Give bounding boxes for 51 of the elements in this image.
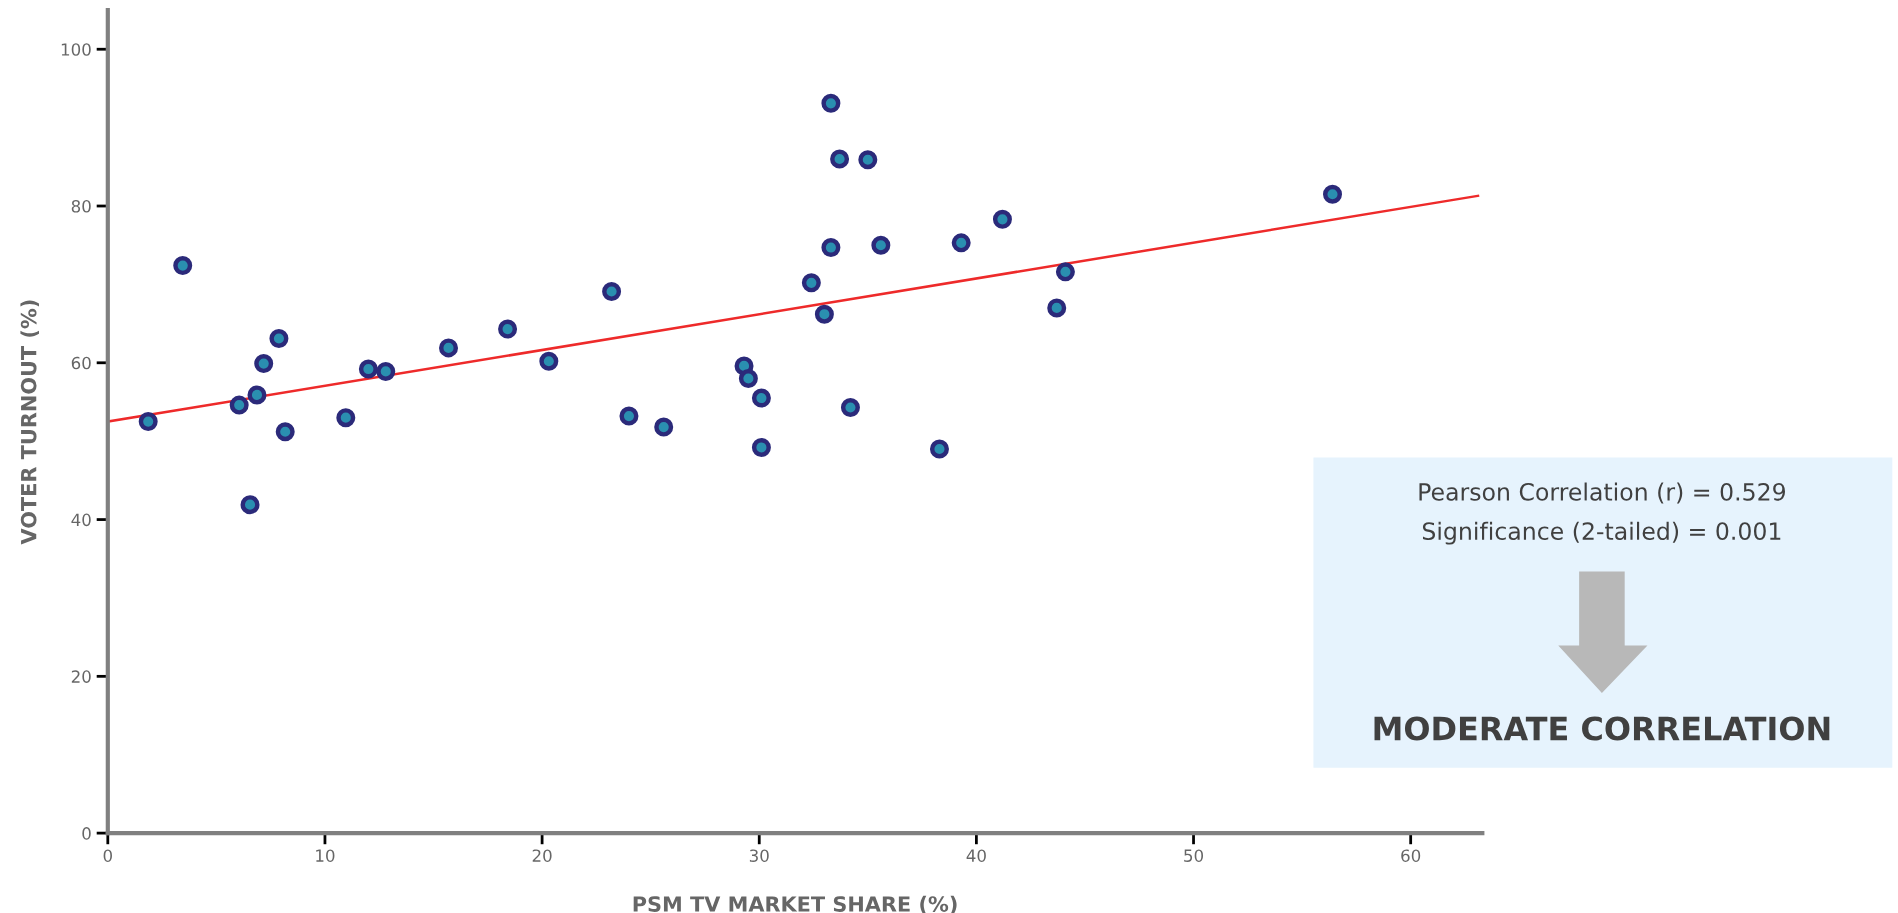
y-tick-label: 20 bbox=[71, 670, 91, 683]
point bbox=[821, 238, 841, 258]
x-tick-label: 0 bbox=[103, 849, 112, 862]
y-tick-label: 60 bbox=[71, 356, 91, 370]
point bbox=[247, 385, 267, 405]
point bbox=[376, 361, 396, 381]
point bbox=[830, 149, 850, 169]
point bbox=[539, 351, 559, 371]
x-tick-label: 30 bbox=[749, 849, 769, 862]
point bbox=[358, 359, 378, 379]
point bbox=[173, 256, 193, 276]
x-tick-label: 40 bbox=[966, 849, 986, 862]
y-tick-label: 40 bbox=[71, 513, 91, 527]
point bbox=[1055, 262, 1075, 282]
y-tick-label: 80 bbox=[71, 199, 91, 213]
y-tick-label: 100 bbox=[61, 43, 91, 56]
x-tick-label: 20 bbox=[532, 849, 552, 862]
annotation: Significance (2-tailed) = 0.001 bbox=[1422, 521, 1781, 545]
point bbox=[336, 408, 356, 428]
point bbox=[751, 437, 771, 457]
point bbox=[840, 397, 860, 417]
point bbox=[1323, 184, 1343, 204]
point bbox=[951, 233, 971, 253]
point bbox=[498, 319, 518, 339]
point bbox=[269, 328, 289, 348]
point bbox=[751, 388, 771, 408]
point bbox=[275, 422, 295, 442]
x-tick-label: 10 bbox=[316, 849, 335, 862]
annotation: MODERATE CORRELATION bbox=[1374, 716, 1830, 741]
point bbox=[992, 209, 1012, 229]
point bbox=[858, 150, 878, 170]
point bbox=[602, 281, 622, 301]
point bbox=[871, 235, 891, 255]
x-tick-label: 50 bbox=[1184, 849, 1204, 862]
y-tick-label: 0 bbox=[82, 827, 91, 840]
x-tick-label: 60 bbox=[1401, 849, 1421, 862]
point bbox=[240, 495, 260, 515]
point bbox=[821, 93, 841, 113]
point bbox=[138, 412, 158, 432]
point bbox=[801, 273, 821, 293]
point bbox=[738, 368, 758, 388]
point bbox=[929, 439, 949, 459]
point bbox=[654, 417, 674, 437]
point bbox=[229, 395, 249, 415]
point bbox=[254, 354, 274, 374]
y-axis-title: VOTER TURNOUT (%) bbox=[20, 300, 39, 545]
point bbox=[814, 304, 834, 324]
point bbox=[439, 338, 459, 358]
point bbox=[619, 406, 639, 426]
point bbox=[1047, 298, 1067, 318]
annotation: Pearson Correlation (r) = 0.529 bbox=[1419, 482, 1786, 504]
